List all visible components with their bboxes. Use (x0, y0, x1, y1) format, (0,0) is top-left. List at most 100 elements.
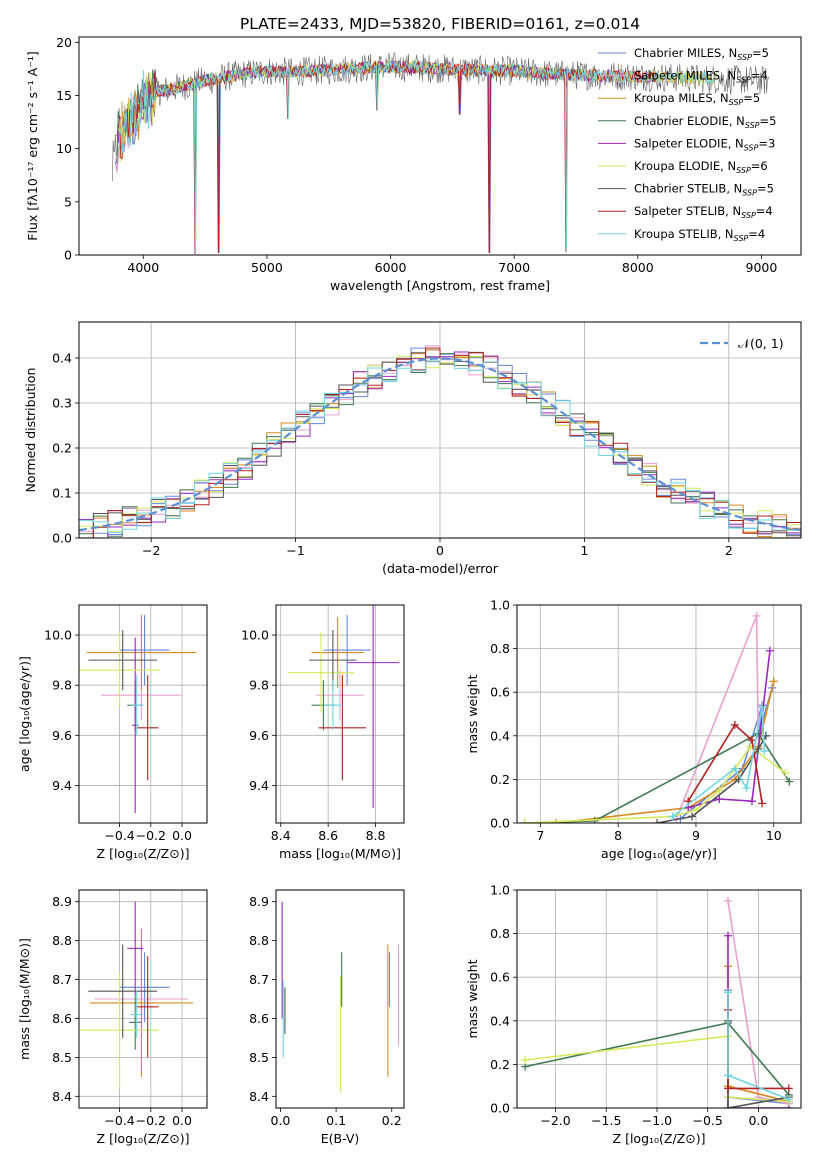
x-tick-label: −2.0 (540, 1113, 570, 1128)
weight-marker (769, 677, 778, 686)
weight-marker (723, 931, 732, 940)
y-tick-label: 8.6 (52, 1011, 72, 1026)
weight-marker (758, 703, 767, 712)
weight-marker (784, 1084, 793, 1093)
x-tick-label: −1.5 (591, 1113, 621, 1128)
axes-frame (275, 604, 405, 824)
spectrum-series-8 (118, 60, 718, 254)
x-tick-label: 9 (692, 828, 700, 843)
spectrum-series-5 (117, 59, 718, 254)
legend-label: 𝒩(0, 1) (738, 336, 784, 351)
y-tick-label: 9.4 (249, 778, 269, 793)
x-tick-label: −0.2 (136, 828, 166, 843)
weight-lines (520, 611, 794, 823)
axes-frame (78, 604, 208, 824)
y-tick-label: 9.4 (52, 778, 72, 793)
spectrum-lines (112, 52, 770, 254)
y-tick-label: 0.8 (490, 641, 510, 656)
weight-marker (785, 777, 794, 786)
x-tick-label: 8000 (622, 260, 654, 275)
x-tick-label: 5000 (251, 260, 283, 275)
x-tick-label: 0.0 (748, 1113, 768, 1128)
y-tick-label: 10.0 (241, 628, 269, 643)
weight-marker (781, 768, 790, 777)
x-axis-label: Z [log₁₀(Z/Z⊙)] (97, 1131, 190, 1146)
x-tick-label: −2 (142, 543, 160, 558)
weight-marker (723, 1084, 732, 1093)
weight-marker (688, 812, 697, 821)
y-tick-label: 1.0 (490, 598, 510, 613)
y-tick-label: 8.9 (52, 894, 72, 909)
axes-frame (516, 889, 802, 1109)
x-tick-label: 1 (580, 543, 588, 558)
axes-frame (78, 321, 802, 539)
weight-marker (520, 819, 529, 823)
y-axis-label: Flux [fλ10⁻¹⁷ erg cm⁻² s⁻¹ A⁻¹] (25, 51, 40, 240)
legend-label: Kroupa STELIB, NSSP=4 (634, 227, 765, 243)
y-tick-label: 8.8 (52, 933, 72, 948)
x-tick-label: 8.6 (318, 828, 338, 843)
legend-label: Chabrier STELIB, NSSP=5 (634, 182, 774, 198)
spectrum-series-4 (116, 60, 657, 254)
errorbars (79, 615, 197, 813)
y-tick-label: 10.0 (44, 628, 72, 643)
y-tick-label: 0.6 (490, 685, 510, 700)
legend-label: Salpeter STELIB, NSSP=4 (634, 204, 773, 220)
axes-age_vs_mass: 8.4 8.6 8.8 9.4 9.6 9.8 10.0 mass [log₁₀(M/M⊙)] (241, 604, 405, 861)
x-tick-label: 7000 (498, 260, 530, 275)
y-tick-label: 9.6 (52, 728, 72, 743)
weight-marker (784, 1095, 793, 1104)
spectrum-series-2 (115, 59, 718, 254)
histogram-series-6 (79, 351, 801, 538)
x-tick-label: 8.8 (366, 828, 386, 843)
x-tick-label: 8 (614, 828, 622, 843)
weight-marker (723, 896, 732, 905)
axes-mass_vs_Z: −0.4 −0.2 0.0 8.4 8.5 8.6 8.7 8.8 8.9 Z [log₁₀(Z/… (17, 889, 208, 1146)
spectrum-series-7 (117, 60, 657, 254)
x-tick-label: 0.0 (172, 828, 192, 843)
x-tick-label: 9000 (746, 260, 778, 275)
axes-age_vs_Z: −0.4 −0.2 0.0 9.4 9.6 9.8 10.0 Z [log₁₀(Z/Z⊙)] a… (17, 604, 208, 861)
errorbars (281, 901, 399, 1093)
axes-frame (78, 889, 208, 1109)
histogram-series-7 (79, 347, 801, 538)
y-tick-label: 0.0 (490, 1101, 510, 1116)
x-tick-label: −1 (286, 543, 304, 558)
x-axis-label: Z [log₁₀(Z/Z⊙)] (97, 846, 190, 861)
spectrum-legend: Chabrier MILES, NSSP=5 Salpeter MILES, NS… (598, 46, 776, 243)
weight-marker (551, 819, 560, 823)
weight-marker (653, 819, 662, 823)
y-tick-label: 0.0 (52, 531, 72, 546)
x-tick-label: 6000 (375, 260, 407, 275)
y-tick-label: 0.2 (490, 772, 510, 787)
legend-label: Kroupa ELODIE, NSSP=6 (634, 159, 768, 175)
axes-frame (78, 36, 802, 256)
errorbars (80, 901, 193, 1089)
weight-marker (752, 611, 761, 620)
axes-frame (275, 889, 405, 1109)
y-tick-label: 20 (56, 35, 72, 50)
weight-marker (730, 764, 739, 773)
axes-spectrum: 4000 5000 6000 7000 8000 9000 0 5 10 15 20 waveleng… (25, 35, 802, 293)
y-axis-label: mass weight (465, 674, 480, 753)
histogram-group (79, 345, 801, 538)
y-tick-label: 5 (64, 194, 72, 209)
weight-marker (723, 1104, 732, 1108)
axes-residuals: −2 −1 0 1 2 0.0 0.1 0.2 0.3 0.4 (data-model)/error… (23, 321, 802, 576)
x-tick-label: 0.1 (326, 1113, 346, 1128)
x-tick-label: 8.4 (271, 828, 291, 843)
weight-marker (742, 784, 751, 793)
legend-label: Salpeter ELODIE, NSSP=3 (634, 136, 775, 152)
y-tick-label: 9.8 (249, 678, 269, 693)
legend-label: Kroupa MILES, NSSP=5 (634, 91, 760, 107)
x-tick-label: −1.0 (642, 1113, 672, 1128)
axes-weight_vs_Z: −2.0 −1.5 −1.0 −0.5 0.0 0.0 0.2 0.4 0.6 0.8 1.0 Z [… (465, 883, 802, 1146)
x-tick-label: −0.4 (104, 828, 134, 843)
y-axis-label: mass weight (465, 959, 480, 1038)
y-axis-label: mass [log₁₀(M/M⊙)] (17, 938, 32, 1060)
y-tick-label: 1.0 (490, 883, 510, 898)
y-tick-label: 8.6 (249, 1011, 269, 1026)
weight-series-2 (555, 681, 775, 823)
x-tick-label: 0.0 (271, 1113, 291, 1128)
y-tick-label: 0.3 (52, 396, 72, 411)
